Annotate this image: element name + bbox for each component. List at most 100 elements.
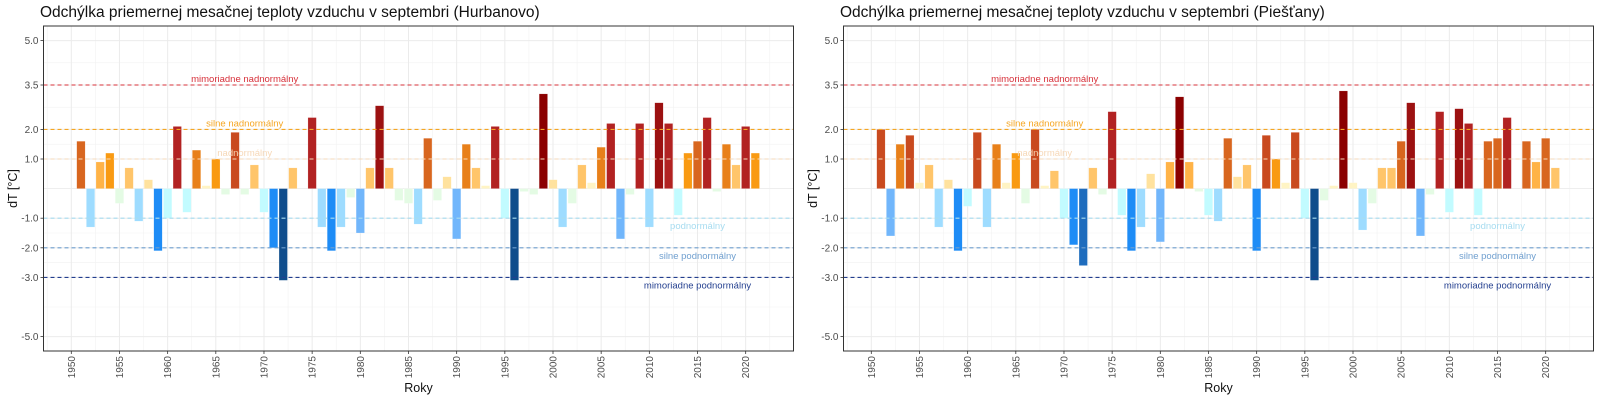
x-tick-label: 1980	[356, 356, 367, 379]
bar	[201, 185, 211, 189]
bar	[317, 188, 327, 228]
bar	[1117, 188, 1127, 216]
y-tick-label: -1.0	[821, 214, 839, 225]
y-tick-label: 1.0	[25, 155, 39, 166]
bar	[355, 188, 365, 234]
y-tick-label: -5.0	[821, 332, 839, 343]
bar	[259, 188, 269, 213]
x-tick-label: 2005	[597, 356, 608, 379]
bar	[307, 117, 317, 189]
y-tick-label: 3.5	[825, 81, 839, 92]
y-tick-label: -5.0	[21, 332, 39, 343]
bar	[1155, 188, 1165, 243]
bar	[1464, 123, 1473, 189]
bar	[240, 188, 250, 195]
chart-panel-hurbanovo: Odchýlka priemernej mesačnej teploty vzd…	[6, 4, 794, 395]
x-tick-label: 1955	[115, 356, 126, 379]
bar	[134, 188, 144, 222]
threshold-label: mimoriadne podnormálny	[1444, 280, 1551, 291]
bar	[915, 182, 924, 189]
bar	[490, 126, 500, 189]
y-tick-label: 1.0	[825, 155, 839, 166]
bar	[1001, 182, 1011, 189]
bar	[384, 167, 394, 189]
bar	[404, 188, 413, 204]
bar	[327, 188, 336, 251]
threshold-label: mimoriadne nadnormálny	[191, 74, 298, 85]
bar	[1416, 188, 1425, 237]
bar	[192, 149, 201, 189]
bar	[538, 93, 548, 189]
bar	[644, 188, 654, 228]
threshold-label: nadnormálny	[1017, 148, 1072, 159]
bar	[1242, 164, 1252, 189]
y-axis-title: dT [°C]	[6, 169, 20, 208]
bar	[1367, 188, 1377, 204]
bar	[1329, 185, 1339, 189]
x-tick-label: 1950	[867, 356, 878, 379]
bar	[375, 105, 384, 189]
bar	[1175, 96, 1184, 189]
x-tick-label: 1985	[404, 356, 415, 379]
bar	[1493, 138, 1502, 189]
bar	[635, 123, 645, 189]
bars	[876, 90, 1560, 281]
bar	[1088, 167, 1098, 189]
bar	[346, 188, 356, 198]
bar	[1319, 188, 1329, 201]
bar	[76, 141, 86, 189]
bar	[124, 167, 134, 189]
bar	[1069, 188, 1078, 246]
x-tick-label: 1980	[1156, 356, 1167, 379]
y-tick-label: -2.0	[821, 243, 839, 254]
bar	[1541, 138, 1551, 189]
x-tick-label: 1975	[1108, 356, 1119, 379]
bar	[1204, 188, 1213, 216]
bar	[452, 188, 462, 240]
bar	[664, 123, 673, 189]
threshold-label: mimoriadne nadnormálny	[991, 74, 1098, 85]
bar	[1271, 158, 1281, 189]
x-tick-label: 1990	[452, 356, 463, 379]
bar	[115, 188, 124, 204]
bar	[963, 188, 973, 207]
bar	[1483, 141, 1493, 189]
bar	[693, 141, 702, 189]
x-tick-label: 1960	[963, 356, 974, 379]
bar	[481, 185, 490, 189]
bar	[1522, 141, 1531, 189]
threshold-label: silne nadnormálny	[206, 118, 283, 129]
x-axis-title: Roky	[1204, 381, 1233, 395]
bar	[1107, 111, 1117, 189]
bar	[500, 188, 510, 219]
bar	[1049, 170, 1059, 189]
bar	[654, 102, 664, 189]
bar	[1184, 161, 1194, 189]
bar	[1252, 188, 1262, 251]
x-tick-label: 1975	[308, 356, 319, 379]
bar	[1396, 141, 1406, 189]
x-axis: 1950 1955 1960 1965 1970 1975 1980 1985 1990 1995…	[867, 351, 1552, 395]
x-tick-label: 2010	[645, 356, 656, 379]
bar	[567, 188, 577, 204]
bar	[105, 152, 115, 189]
y-tick-label: -2.0	[21, 243, 39, 254]
bar	[1059, 188, 1069, 219]
bar	[905, 135, 915, 189]
bar	[461, 144, 471, 189]
bar	[1473, 188, 1483, 216]
bar	[1078, 188, 1088, 266]
chart-svg: mimoriadne nadnormálny silne nadnormálny n…	[6, 25, 794, 395]
chart-title: Odchýlka priemernej mesačnej teploty vzd…	[840, 4, 1325, 21]
bar	[1194, 188, 1204, 192]
chart-title: Odchýlka priemernej mesačnej teploty vzd…	[40, 4, 540, 21]
x-tick-label: 1950	[67, 356, 78, 379]
bar	[1550, 167, 1560, 189]
bar	[1281, 182, 1290, 189]
x-axis: 1950 1955 1960 1965 1970 1975 1980 1985 1990 1995…	[67, 351, 752, 395]
bar	[394, 188, 404, 201]
bar	[423, 138, 433, 189]
bars	[76, 93, 760, 281]
bar	[712, 188, 722, 192]
bar	[673, 188, 683, 216]
